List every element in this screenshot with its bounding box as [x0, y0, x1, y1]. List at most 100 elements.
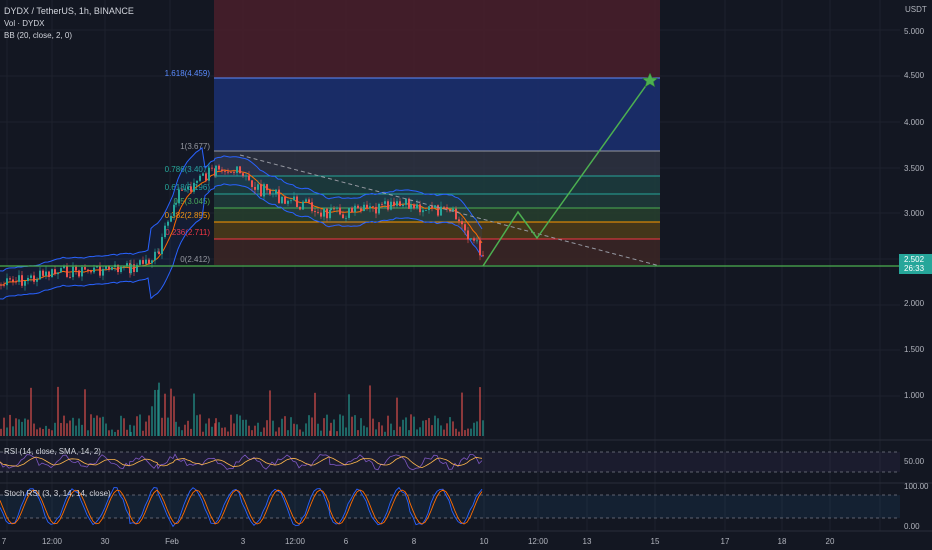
volume-bar: [158, 382, 160, 436]
volume-bar: [369, 385, 371, 436]
volume-bar: [202, 431, 204, 436]
candle-body: [227, 171, 229, 173]
candle-body: [408, 198, 410, 209]
candle-body: [287, 200, 289, 204]
time-tick: 12:00: [528, 537, 549, 546]
volume-bar: [272, 420, 274, 436]
volume-bar: [190, 428, 192, 436]
volume-bar: [458, 431, 460, 436]
volume-bar: [84, 389, 86, 436]
rsi-title: RSI (14, close, SMA, 14, 2): [4, 447, 101, 456]
time-tick: 3: [241, 537, 246, 546]
volume-bar: [120, 415, 122, 436]
candle-body: [348, 207, 350, 218]
dashed-trendline[interactable]: [239, 154, 661, 267]
volume-bar: [320, 430, 322, 436]
volume-bar: [381, 425, 383, 436]
candle-body: [428, 206, 430, 211]
volume-bar: [290, 417, 292, 436]
volume-bar: [45, 425, 47, 436]
volume-bar: [296, 424, 298, 436]
candle-body: [184, 189, 186, 191]
volume-bar: [402, 419, 404, 436]
volume-bar: [434, 415, 436, 436]
candle-body: [479, 240, 481, 256]
candle-body: [196, 180, 198, 183]
volume-bar: [467, 428, 469, 436]
volume-bar: [422, 420, 424, 436]
candle-body: [123, 266, 125, 268]
volume-bar: [181, 430, 183, 436]
candle-body: [27, 277, 29, 282]
candle-body: [130, 264, 132, 274]
candle-body: [360, 208, 362, 212]
candle-body: [173, 204, 175, 216]
candle-body: [24, 281, 26, 286]
volume-bar: [323, 418, 325, 436]
candle-body: [440, 206, 442, 216]
volume-bar: [184, 424, 186, 436]
volume-bar: [93, 417, 95, 436]
candle-body: [120, 266, 122, 273]
volume-bar: [173, 396, 175, 436]
volume-bar: [437, 418, 439, 436]
candle-body: [363, 204, 365, 212]
volume-bar: [242, 419, 244, 436]
volume-bar: [284, 416, 286, 436]
rsi-panel[interactable]: RSI (14, close, SMA, 14, 2) 50.00: [0, 439, 932, 473]
volume-bar: [260, 431, 262, 436]
volume-bar: [30, 387, 32, 436]
bb-fill: [0, 147, 482, 299]
candle-body: [167, 221, 169, 226]
price-axis[interactable]: USDT 5.000 4.500 4.000 3.500 3.000 2.000…: [899, 5, 932, 400]
volume-bar: [266, 420, 268, 436]
volume-bar: [408, 430, 410, 436]
time-axis[interactable]: 7 12:00 30 Feb 3 12:00 6 8 10 12:00 13 15 17 18 20: [0, 530, 932, 546]
candle-body: [329, 210, 331, 219]
volume-bar: [111, 429, 113, 436]
star-icon[interactable]: [641, 72, 659, 88]
volume-bar: [81, 424, 83, 436]
volume-bar: [375, 429, 377, 436]
volume-bar: [167, 417, 169, 436]
candle-body: [90, 271, 92, 273]
volume-bar: [378, 422, 380, 436]
candle-body: [299, 206, 301, 210]
volume-bar: [440, 425, 442, 436]
time-tick: 30: [101, 537, 110, 546]
candle-body: [142, 260, 144, 264]
volume-bar: [239, 415, 241, 436]
volume-bar: [129, 424, 131, 436]
volume-bar: [354, 415, 356, 436]
volume-bar: [363, 425, 365, 436]
candle-body: [405, 198, 407, 205]
candle-body: [464, 224, 466, 231]
candle-body: [164, 225, 166, 238]
candle-body: [54, 269, 56, 275]
candle-body: [390, 201, 392, 210]
price-tick: 4.500: [904, 71, 925, 80]
volume-bar: [227, 431, 229, 436]
candle-body: [63, 266, 65, 269]
volume-bar: [69, 420, 71, 436]
stoch-rsi-panel[interactable]: Stoch RSI (3, 3, 14, 14, close) 100.00 0…: [0, 482, 932, 531]
volume-bar: [330, 422, 332, 436]
candle-body: [381, 203, 383, 205]
fib-retracement-drawing[interactable]: 1.618(4.459) 1(3.677) 0.786(3.407) 0.618…: [165, 0, 660, 265]
candle-body: [6, 278, 8, 286]
candle-body: [154, 251, 156, 261]
candle-body: [357, 205, 359, 209]
volume-bar: [99, 417, 101, 436]
volume-bar: [66, 423, 68, 436]
fib-zone-0786: [214, 176, 660, 194]
projection-path[interactable]: [482, 79, 651, 267]
candle-body: [384, 201, 386, 204]
candle-body: [51, 269, 53, 278]
candle-body: [69, 276, 71, 278]
candle-body: [239, 166, 241, 174]
candle-body: [96, 265, 98, 268]
candle-body: [296, 196, 298, 207]
volume-bar: [342, 415, 344, 436]
volume-bar: [269, 390, 271, 436]
